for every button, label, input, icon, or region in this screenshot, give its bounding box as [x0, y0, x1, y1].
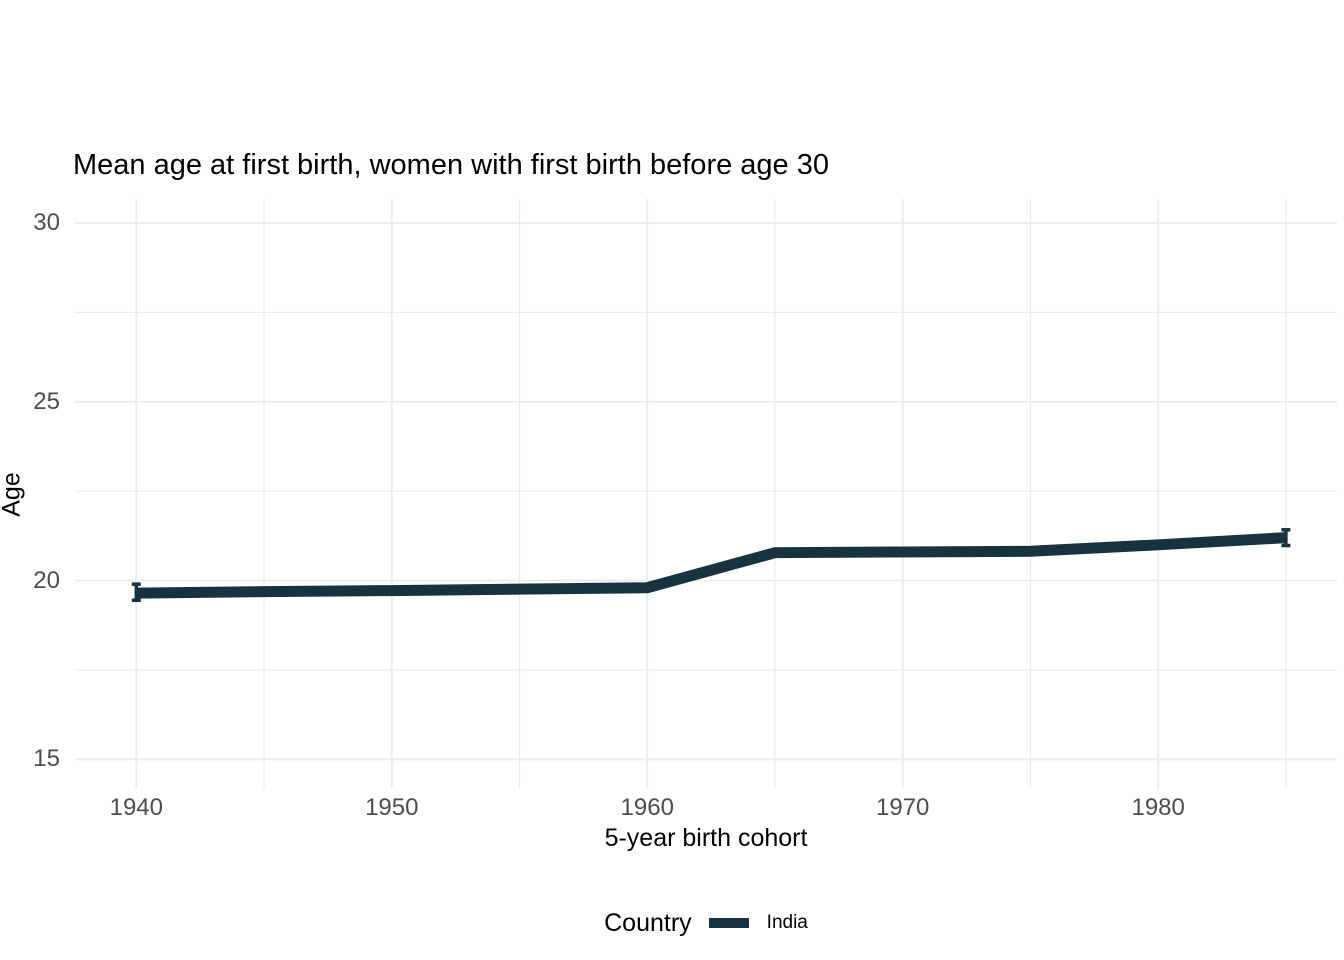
legend-title: Country — [604, 908, 692, 937]
y-tick-label-15: 15 — [33, 745, 60, 773]
chart-title: Mean age at first birth, women with firs… — [73, 149, 829, 181]
x-axis-title: 5-year birth cohort — [604, 824, 808, 852]
y-tick-label-30: 30 — [33, 208, 60, 236]
x-tick-label-1950: 1950 — [365, 794, 419, 821]
legend: Country India — [75, 904, 1337, 942]
x-tick-label-1940: 1940 — [109, 794, 163, 821]
legend-line-swatch — [708, 918, 749, 928]
x-tick-label-1970: 1970 — [876, 794, 930, 821]
legend-label-india: India — [766, 912, 808, 933]
y-axis-title: Age — [0, 472, 26, 517]
series-line-india — [136, 532, 1287, 599]
y-tick-label-20: 20 — [33, 566, 60, 594]
x-tick-label-1960: 1960 — [620, 794, 674, 821]
x-tick-label-1980: 1980 — [1131, 794, 1185, 821]
y-tick-label-25: 25 — [33, 387, 60, 415]
